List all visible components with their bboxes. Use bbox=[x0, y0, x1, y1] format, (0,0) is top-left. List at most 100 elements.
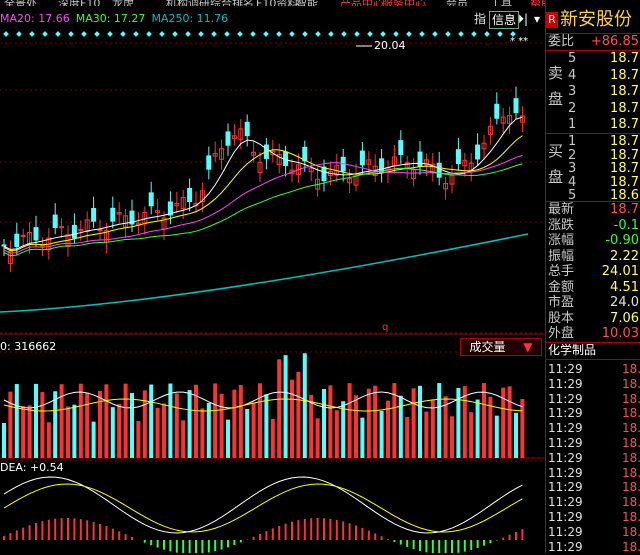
volume-bar bbox=[136, 420, 141, 458]
top-menu-item[interactable]: 产品中心 bbox=[340, 0, 384, 6]
ma-legend: MA20: 17.66 MA30: 17.27 MA250: 11.76 bbox=[0, 12, 234, 28]
info-button[interactable]: 信息 bbox=[489, 11, 520, 29]
buy-row[interactable]: 5 18.6 bbox=[546, 188, 640, 204]
stat-row: 外盘 10.03 bbox=[546, 326, 640, 342]
ma250-line bbox=[0, 233, 529, 313]
sell-row[interactable]: 5 18.7 bbox=[546, 51, 640, 67]
stat-row: 股本 7.06 bbox=[546, 311, 640, 327]
stat-row: 市盈 24.0 bbox=[546, 295, 640, 311]
stat-label: 涨幅 bbox=[548, 233, 575, 248]
candle-body bbox=[206, 155, 212, 170]
candle-body bbox=[398, 140, 404, 155]
tick-price: 18.7 bbox=[622, 510, 640, 524]
stat-row: 涨幅 -0.90 bbox=[546, 233, 640, 249]
volume-bar bbox=[142, 390, 147, 458]
ma-legend-item: MA20: 17.66 bbox=[0, 12, 70, 25]
tick-price: 18.7 bbox=[622, 376, 640, 391]
tick-time: 11:29 bbox=[548, 524, 583, 539]
volume-bar bbox=[110, 407, 115, 458]
switch-panel-icon[interactable]: ⏵| bbox=[518, 12, 529, 26]
top-menu-item[interactable]: F10资料 bbox=[256, 0, 298, 6]
sell-row[interactable]: 1 18.7 bbox=[546, 117, 640, 133]
quote-panel: R 新安股份 委比 +86.85 5 18.7 4 18.7 3 18.7 2 18.7 1 18.… bbox=[545, 0, 640, 555]
top-menu-item[interactable]: 智能 bbox=[296, 0, 318, 6]
volume-bar bbox=[450, 416, 454, 458]
candle-body bbox=[199, 190, 205, 203]
sell-row[interactable]: 3 18.7 bbox=[546, 84, 640, 100]
volume-bar bbox=[91, 421, 96, 458]
tick-row: 11:29 18.7 bbox=[546, 539, 640, 555]
volume-indicator-dropdown[interactable]: 成交量 ▼ bbox=[460, 338, 542, 356]
candle-body bbox=[494, 103, 500, 119]
candle-body bbox=[455, 149, 461, 165]
volume-bar bbox=[226, 419, 230, 458]
volume-bar bbox=[85, 392, 90, 458]
volume-bar bbox=[40, 392, 45, 458]
candle-body bbox=[212, 153, 218, 157]
candle-body bbox=[180, 197, 186, 209]
volume-bar bbox=[366, 388, 371, 458]
candle-body bbox=[187, 187, 193, 203]
stat-value: 10.03 bbox=[601, 326, 639, 341]
menu-dropdown-icon[interactable]: ▾ bbox=[534, 12, 541, 26]
sell-row[interactable]: 2 18.7 bbox=[546, 101, 640, 117]
candle-body bbox=[347, 178, 353, 184]
weibi-value: +86.85 bbox=[590, 34, 639, 49]
tick-time: 11:29 bbox=[548, 421, 583, 436]
sell-level: 2 bbox=[568, 100, 577, 116]
top-menu-item[interactable]: 机构调研 bbox=[166, 0, 210, 6]
top-menu-item[interactable]: 工具 bbox=[490, 0, 512, 6]
top-menu-item[interactable]: 深度F10 bbox=[58, 0, 100, 6]
volume-ma-line bbox=[3, 398, 523, 412]
volume-bar bbox=[72, 404, 77, 458]
volume-bar bbox=[2, 423, 6, 458]
chevron-down-icon: ▼ bbox=[523, 340, 533, 354]
candle-body bbox=[167, 201, 173, 216]
buy-row[interactable]: 1 18.7 bbox=[546, 134, 640, 150]
volume-dropdown-label: 成交量 bbox=[469, 340, 506, 354]
volume-bar bbox=[360, 417, 365, 458]
top-menu-item[interactable]: 服务中心 bbox=[382, 0, 426, 6]
tick-time: 11:29 bbox=[548, 450, 583, 465]
buy-row[interactable]: 3 18.7 bbox=[546, 161, 640, 177]
top-menu-item[interactable]: 全景处 bbox=[4, 0, 37, 6]
stat-row: 总手 24.01 bbox=[546, 264, 640, 280]
volume-bar bbox=[418, 385, 422, 458]
top-menu-item[interactable]: 龙虎 bbox=[112, 0, 134, 6]
candle-body bbox=[78, 229, 84, 232]
ma20-line bbox=[3, 154, 523, 254]
volume-bar bbox=[8, 391, 13, 458]
buy-side-label: 盘 bbox=[548, 168, 564, 186]
volume-bar bbox=[354, 395, 358, 458]
top-menu-item[interactable]: 帮助 bbox=[530, 0, 545, 6]
tick-price: 18.7 bbox=[622, 406, 640, 421]
candlestick-chart[interactable]: 20.04 * ** q bbox=[0, 36, 545, 553]
volume-bar bbox=[168, 383, 173, 458]
top-menu-item[interactable]: 会员 bbox=[446, 0, 468, 6]
stat-label: 金额 bbox=[548, 279, 575, 295]
sell-price: 18.7 bbox=[610, 67, 639, 83]
candle-body bbox=[276, 154, 282, 166]
volume-bar bbox=[392, 383, 397, 458]
volume-bar bbox=[501, 387, 506, 458]
dea-line bbox=[3, 483, 523, 533]
volume-bar bbox=[117, 404, 122, 458]
buy-row[interactable]: 4 18.7 bbox=[546, 175, 640, 191]
candle-body bbox=[359, 150, 365, 166]
indicator-button[interactable]: 指 bbox=[474, 12, 487, 26]
candle-body bbox=[129, 210, 135, 225]
tick-row: 11:29 18.7 bbox=[546, 391, 640, 407]
volume-bar bbox=[482, 383, 486, 458]
top-menu-item[interactable]: 综合排名 bbox=[210, 0, 254, 6]
stock-badge[interactable]: R bbox=[546, 12, 558, 28]
volume-bar bbox=[53, 391, 58, 458]
tick-row: 11:29 18.7 bbox=[546, 420, 640, 436]
tick-time: 11:29 bbox=[548, 510, 583, 524]
buy-row[interactable]: 2 18.7 bbox=[546, 148, 640, 164]
volume-bar bbox=[181, 420, 186, 458]
industry-label: 化学制品 bbox=[548, 343, 597, 357]
industry-row[interactable]: 化学制品 bbox=[546, 342, 640, 358]
sell-row[interactable]: 4 18.7 bbox=[546, 68, 640, 84]
volume-bar bbox=[411, 388, 416, 458]
candle-body bbox=[513, 98, 519, 114]
